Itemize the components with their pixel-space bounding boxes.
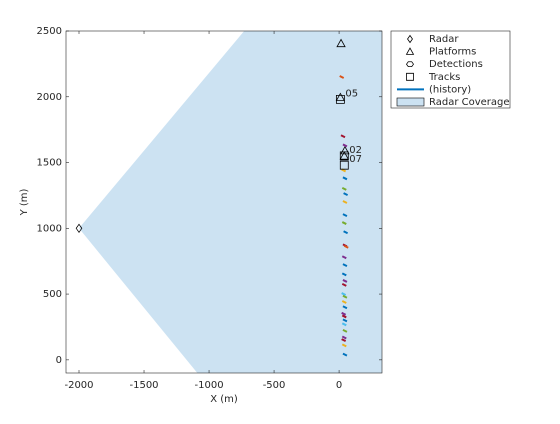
square-marker — [339, 151, 349, 161]
x-tick-label: -1000 — [195, 380, 224, 391]
track-label: 02 — [349, 145, 362, 156]
x-tick-label: -2000 — [64, 380, 93, 391]
detection — [341, 338, 347, 343]
axes-box — [65, 30, 383, 374]
triangle-marker — [335, 92, 346, 102]
detection — [341, 314, 347, 319]
track-label: 07 — [349, 154, 362, 165]
detection — [342, 176, 348, 181]
detection — [341, 186, 347, 191]
y-tick-label: 1500 — [37, 158, 62, 169]
detection — [341, 168, 347, 173]
detection — [342, 305, 348, 310]
legend-marker — [405, 47, 415, 55]
legend-marker — [407, 34, 413, 44]
x-tick-label: -1500 — [129, 380, 158, 391]
legend-marker — [406, 61, 414, 68]
detection — [342, 263, 348, 268]
detection — [341, 272, 347, 277]
legend-patch — [396, 97, 425, 107]
legend-label: (history) — [429, 84, 471, 95]
detection — [342, 318, 348, 323]
x-tick-label: -500 — [263, 380, 286, 391]
detection — [342, 352, 348, 357]
triangle-marker — [339, 151, 349, 160]
detection — [342, 200, 348, 204]
y-axis-label: Y (m) — [19, 188, 30, 216]
x-tick-label: 0 — [336, 380, 342, 391]
detection — [341, 335, 347, 340]
track-label: 05 — [345, 88, 358, 99]
detection — [341, 322, 347, 327]
detection — [342, 143, 348, 148]
detection — [341, 343, 347, 348]
detection — [342, 294, 348, 299]
legend-label: Platforms — [429, 47, 476, 58]
y-tick-label: 2000 — [37, 92, 62, 103]
detection — [342, 279, 348, 283]
legend-label: Radar — [429, 34, 459, 45]
detection — [343, 192, 349, 197]
detection — [341, 311, 347, 316]
diamond-marker — [75, 223, 83, 234]
radar-coverage — [79, 31, 382, 373]
x-axis-label: X (m) — [210, 394, 238, 405]
detection — [339, 75, 345, 79]
detection — [341, 221, 347, 225]
detection — [341, 255, 347, 260]
detection — [341, 282, 347, 287]
detection — [341, 292, 347, 296]
triangle-marker — [336, 38, 346, 48]
square-marker — [335, 95, 345, 104]
square-marker — [339, 160, 349, 170]
legend-label: Detections — [429, 59, 483, 70]
legend-label: Radar Coverage — [429, 97, 510, 108]
detection — [343, 244, 349, 249]
detection — [341, 300, 347, 304]
detection — [342, 213, 348, 218]
y-tick-label: 500 — [43, 289, 62, 300]
legend-box — [390, 30, 511, 109]
legend-marker — [406, 72, 414, 81]
detection — [343, 230, 349, 235]
detection — [340, 134, 346, 139]
y-tick-label: 0 — [56, 355, 62, 366]
legend-label: Tracks — [428, 72, 460, 83]
y-tick-label: 1000 — [37, 223, 62, 234]
y-tick-label: 2500 — [37, 26, 62, 37]
detection — [342, 329, 348, 333]
